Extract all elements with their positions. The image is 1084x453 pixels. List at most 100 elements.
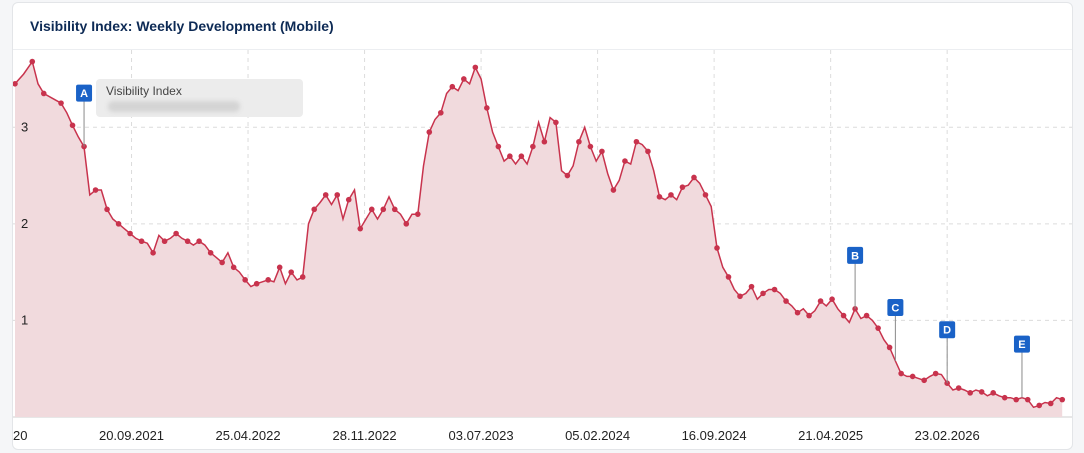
data-point[interactable] [403, 221, 410, 227]
data-point[interactable] [737, 293, 743, 300]
data-point[interactable] [288, 269, 294, 275]
data-point[interactable] [748, 283, 755, 290]
data-point[interactable] [484, 105, 490, 111]
data-point[interactable] [150, 250, 156, 256]
data-point[interactable] [645, 148, 651, 155]
data-point[interactable] [783, 298, 789, 304]
data-point[interactable] [495, 143, 502, 150]
data-point[interactable] [207, 250, 214, 256]
data-point[interactable] [13, 81, 18, 87]
annotation-marker-b[interactable]: B [847, 246, 864, 309]
data-point[interactable] [714, 245, 720, 251]
data-point[interactable] [679, 184, 686, 190]
data-point[interactable] [276, 264, 283, 271]
data-point[interactable] [322, 192, 329, 198]
data-point[interactable] [829, 296, 835, 302]
data-point[interactable] [610, 187, 617, 193]
data-point[interactable] [863, 312, 870, 319]
data-point[interactable] [541, 138, 548, 145]
data-point[interactable] [438, 109, 444, 116]
data-point[interactable] [725, 274, 732, 280]
data-point[interactable] [668, 192, 674, 198]
data-point[interactable] [127, 230, 133, 237]
data-point[interactable] [656, 194, 663, 200]
data-point[interactable] [1013, 396, 1020, 403]
data-point[interactable] [553, 119, 559, 126]
annotation-marker-c[interactable]: C [887, 298, 904, 361]
data-point[interactable] [449, 83, 456, 90]
annotation-marker-e[interactable]: E [1013, 335, 1030, 398]
data-point[interactable] [576, 138, 582, 145]
data-point[interactable] [40, 90, 47, 97]
data-point[interactable] [184, 238, 191, 245]
data-point[interactable] [1047, 400, 1054, 407]
data-point[interactable] [219, 259, 225, 266]
visibility-chart[interactable]: 1 2 3 20 20.09.2021 25.04.2022 28.11.2022 03.0… [13, 3, 1072, 449]
data-point[interactable] [173, 230, 179, 237]
data-point[interactable] [391, 206, 398, 213]
data-point[interactable] [898, 370, 904, 377]
data-point[interactable] [921, 377, 927, 384]
x-tick-label: 16.09.2024 [682, 428, 747, 443]
x-axis-ticks: 20 20.09.2021 25.04.2022 28.11.2022 03.07.20… [13, 428, 980, 443]
data-point[interactable] [852, 306, 858, 312]
data-point[interactable] [978, 389, 985, 395]
data-point[interactable] [230, 264, 237, 271]
data-point[interactable] [242, 277, 248, 283]
data-point[interactable] [633, 138, 640, 145]
data-point[interactable] [461, 76, 467, 82]
data-point[interactable] [253, 280, 260, 287]
data-point[interactable] [138, 238, 145, 245]
data-point[interactable] [29, 58, 36, 65]
data-point[interactable] [368, 206, 375, 213]
data-point[interactable] [760, 290, 766, 297]
data-point[interactable] [58, 100, 64, 106]
data-point[interactable] [92, 187, 99, 193]
x-tick-label: 25.04.2022 [216, 428, 281, 443]
data-point[interactable] [622, 158, 628, 164]
data-point[interactable] [311, 206, 318, 213]
data-point[interactable] [472, 64, 479, 71]
data-point[interactable] [564, 172, 571, 179]
data-point[interactable] [345, 196, 352, 203]
data-point[interactable] [1001, 394, 1008, 401]
data-point[interactable] [932, 370, 939, 377]
data-point[interactable] [794, 309, 801, 316]
data-point[interactable] [414, 211, 421, 217]
data-point[interactable] [806, 312, 812, 319]
data-point[interactable] [104, 206, 110, 213]
data-point[interactable] [196, 238, 202, 245]
annotation-marker-d[interactable]: D [939, 321, 956, 384]
data-point[interactable] [357, 225, 364, 232]
data-point[interactable] [771, 286, 778, 293]
data-point[interactable] [944, 380, 950, 386]
data-point[interactable] [840, 312, 847, 319]
data-point[interactable] [967, 390, 973, 396]
data-point[interactable] [299, 274, 306, 280]
data-point[interactable] [69, 122, 76, 129]
data-point[interactable] [1024, 396, 1031, 403]
data-point[interactable] [507, 153, 513, 160]
data-point[interactable] [875, 325, 881, 331]
data-point[interactable] [817, 298, 824, 304]
data-point[interactable] [115, 221, 122, 227]
data-point[interactable] [587, 143, 594, 150]
data-point[interactable] [426, 129, 433, 135]
data-point[interactable] [1036, 402, 1043, 409]
data-point[interactable] [161, 238, 168, 245]
data-point[interactable] [691, 174, 697, 181]
data-point[interactable] [380, 206, 387, 213]
data-point[interactable] [702, 192, 709, 198]
data-point[interactable] [955, 385, 962, 391]
data-point[interactable] [909, 373, 916, 380]
data-point[interactable] [265, 277, 271, 283]
data-point[interactable] [990, 390, 996, 396]
data-point[interactable] [599, 148, 605, 155]
data-point[interactable] [530, 143, 536, 150]
annotation-marker-a[interactable]: A [76, 84, 93, 147]
data-point[interactable] [1059, 396, 1066, 403]
data-point[interactable] [518, 153, 525, 160]
data-point[interactable] [334, 192, 341, 198]
data-point[interactable] [886, 344, 893, 351]
x-tick-label: 20.09.2021 [99, 428, 164, 443]
